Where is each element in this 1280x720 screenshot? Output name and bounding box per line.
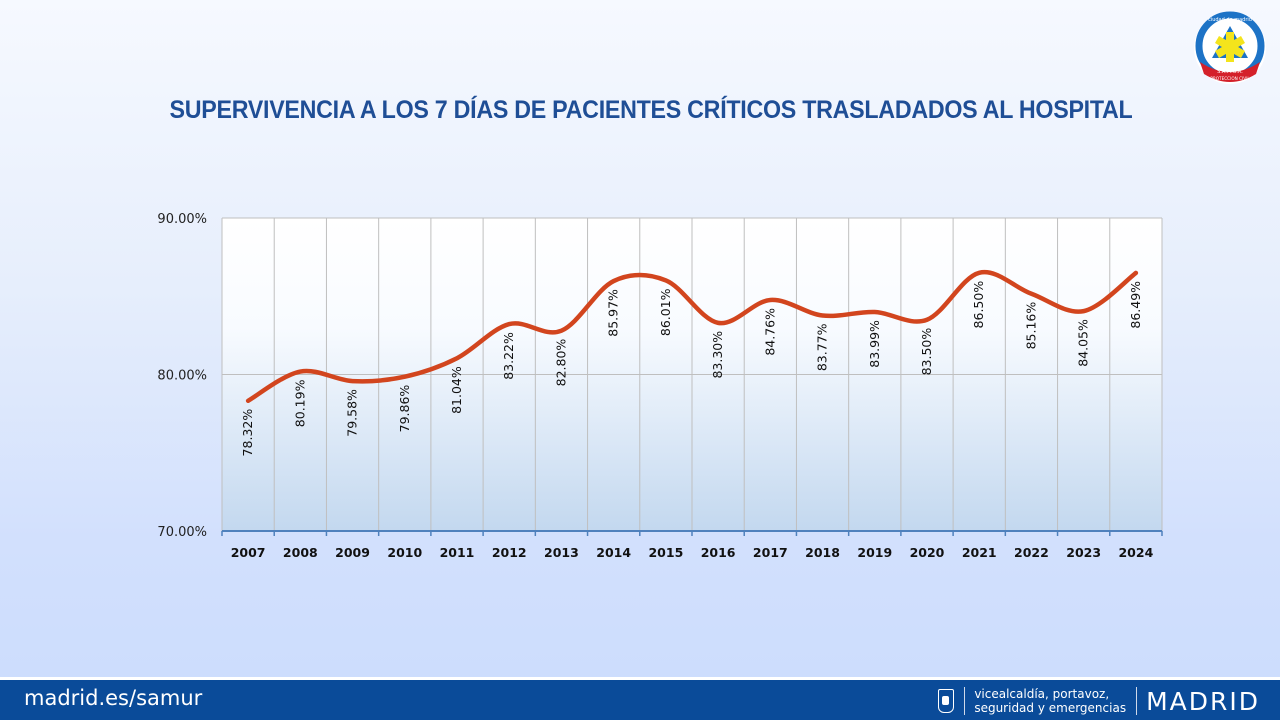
data-label: 83.99% xyxy=(867,320,882,368)
data-label: 85.97% xyxy=(606,289,621,337)
logo-ribbon xyxy=(1200,62,1260,82)
x-tick-label: 2015 xyxy=(648,545,683,560)
x-tick-label: 2011 xyxy=(440,545,475,560)
x-tick-label: 2013 xyxy=(544,545,579,560)
data-label: 85.16% xyxy=(1023,302,1038,350)
data-label: 86.01% xyxy=(658,288,673,336)
footer-url-link[interactable]: madrid.es/samur xyxy=(24,686,203,710)
x-tick-label: 2023 xyxy=(1066,545,1101,560)
data-label: 80.19% xyxy=(292,379,307,427)
y-tick-label: 80.00% xyxy=(157,369,207,384)
gridlines xyxy=(221,217,1163,531)
x-tick-label: 2007 xyxy=(231,545,266,560)
department-name: vicealcaldía, portavoz, seguridad y emer… xyxy=(974,687,1126,715)
x-tick-label: 2017 xyxy=(753,545,788,560)
footer-bar: madrid.es/samur vicealcaldía, portavoz, … xyxy=(0,677,1280,720)
y-tick-label: 70.00% xyxy=(157,525,207,540)
footer-divider xyxy=(964,687,966,715)
data-label: 82.80% xyxy=(553,339,568,387)
data-label: 81.04% xyxy=(449,366,464,414)
x-tick-label: 2012 xyxy=(492,545,527,560)
x-tick-label: 2009 xyxy=(335,545,370,560)
x-tick-label: 2010 xyxy=(387,545,422,560)
logo-ribbon-text-1: S.A.M.U.R. xyxy=(1217,69,1243,75)
x-tick-label: 2022 xyxy=(1014,545,1049,560)
data-label: 86.50% xyxy=(971,281,986,329)
data-label: 79.58% xyxy=(345,389,360,437)
madrid-coat-of-arms-icon xyxy=(938,689,955,713)
footer-divider xyxy=(1136,687,1138,715)
x-tick-label: 2024 xyxy=(1118,545,1153,560)
logo-ribbon-text-2: PROTECCION CIVIL xyxy=(1210,76,1250,81)
data-label: 79.86% xyxy=(397,385,412,433)
slide-title: SUPERVIVENCIA A LOS 7 DÍAS DE PACIENTES … xyxy=(169,96,1133,124)
data-labels: 78.32% 80.19% 79.58% 79.86% 81.04% 83.22% 82.8… xyxy=(240,281,1143,457)
data-label: 83.50% xyxy=(919,328,934,376)
x-tick-label: 2016 xyxy=(701,545,736,560)
x-tick-label: 2020 xyxy=(910,545,945,560)
y-tick-label: 90.00% xyxy=(157,212,207,227)
x-tick-label: 2018 xyxy=(805,545,840,560)
x-tick-label: 2008 xyxy=(283,545,318,560)
samur-logo: S.A.M.U.R. PROTECCION CIVIL ciudad de ma… xyxy=(1194,11,1266,84)
x-tick-label: 2014 xyxy=(596,545,631,560)
data-label: 84.76% xyxy=(762,308,777,356)
madrid-brand-logo: MADRID xyxy=(1146,686,1260,716)
star-of-life-icon xyxy=(1215,32,1245,62)
data-label: 84.05% xyxy=(1076,319,1091,367)
department-line-2: seguridad y emergencias xyxy=(974,701,1127,715)
logo-top-text: ciudad de madrid xyxy=(1208,17,1252,23)
x-tick-label: 2021 xyxy=(962,545,997,560)
department-line-1: vicealcaldía, portavoz, xyxy=(974,687,1110,701)
data-label: 83.30% xyxy=(710,331,725,379)
data-label: 83.77% xyxy=(815,323,830,371)
footer-branding: vicealcaldía, portavoz, seguridad y emer… xyxy=(938,684,1260,718)
axes: 70.00% 80.00% 90.00% 2007 2008 2009 2010 2011 20… xyxy=(157,212,1163,560)
x-tick-label: 2019 xyxy=(857,545,892,560)
series-line-layer xyxy=(245,269,1139,404)
data-label: 78.32% xyxy=(240,409,255,457)
data-label: 83.22% xyxy=(501,332,516,380)
data-label: 86.49% xyxy=(1128,281,1143,329)
